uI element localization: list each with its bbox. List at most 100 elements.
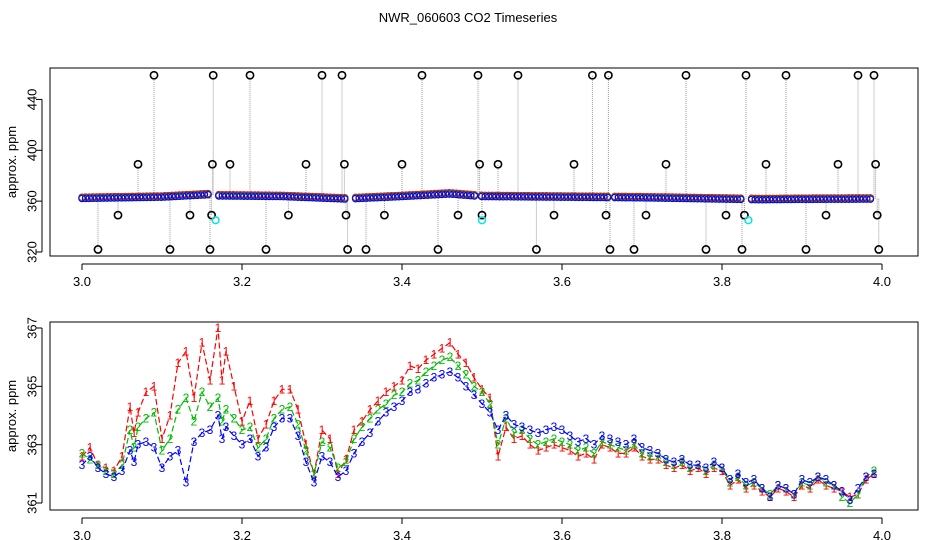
raw-point-3 — [603, 193, 612, 202]
series-1-point: 1 — [79, 449, 86, 463]
raw-point-3 — [567, 193, 576, 202]
series-1-point: 1 — [599, 438, 606, 452]
series-3-point: 3 — [343, 464, 350, 478]
series-1-point: 1 — [431, 347, 438, 361]
axes-bottom: 3.0 3.2 3.4 3.6 3.8 4.0 361 363 365 367 — [25, 317, 892, 540]
series-3-point: 3 — [695, 458, 702, 472]
raw-point-3 — [409, 192, 417, 200]
raw-point-3 — [639, 194, 648, 202]
series-3-point: 3 — [615, 435, 622, 449]
raw-point-3 — [114, 194, 122, 202]
raw-point-3 — [294, 193, 302, 201]
raw-point-3 — [222, 192, 230, 200]
series-3-point: 3 — [687, 458, 694, 472]
series-2-point: 2 — [631, 438, 638, 452]
raw-point-3 — [312, 194, 320, 202]
series-3-point: 3 — [295, 429, 302, 443]
raw-point-3 — [683, 194, 691, 203]
raw-point-3 — [395, 192, 403, 201]
series-2-point: 2 — [687, 461, 694, 475]
raw-point-3 — [848, 195, 857, 203]
series-1-point: 1 — [543, 441, 550, 455]
series-2-point: 2 — [663, 455, 670, 469]
flagged-point — [569, 159, 579, 169]
raw-point-3 — [531, 193, 540, 201]
series-1-point: 1 — [415, 362, 422, 376]
series-2-point: 2 — [167, 432, 174, 446]
raw-point-3 — [845, 195, 853, 203]
flagged-point — [681, 70, 691, 80]
flagged-point — [853, 70, 863, 80]
series-2-point: 2 — [527, 432, 534, 446]
series-3-point: 3 — [199, 426, 206, 440]
flagged-point — [869, 70, 879, 80]
series-3-point: 3 — [711, 455, 718, 469]
series-2-point: 2 — [567, 438, 574, 452]
flagged-point — [208, 70, 218, 80]
series-3-point: 3 — [471, 388, 478, 402]
series-1-point: 1 — [655, 452, 662, 466]
raw-point-3 — [481, 192, 489, 201]
series-2-point: 2 — [575, 444, 582, 458]
raw-point-3 — [715, 195, 723, 203]
raw-timeseries-marks — [78, 70, 884, 254]
flagged-point — [871, 159, 880, 169]
raw-point-3 — [535, 193, 543, 201]
series-3-point: 3 — [783, 481, 790, 495]
raw-point-3 — [445, 190, 453, 198]
x-tick-label: 3.6 — [553, 528, 571, 540]
series-2-point: 2 — [639, 446, 646, 460]
series-2-point: 2 — [199, 385, 206, 399]
series-2-point: 2 — [767, 487, 774, 501]
series-3-point: 3 — [751, 473, 758, 487]
flagged-point — [343, 245, 352, 254]
raw-point-3 — [233, 192, 241, 200]
series-2-point: 2 — [375, 403, 382, 417]
series-3-point: 3 — [591, 438, 598, 452]
raw-point-3 — [596, 193, 605, 202]
flagged-point — [740, 210, 749, 220]
raw-point-3 — [798, 195, 806, 204]
raw-point-3 — [132, 193, 140, 202]
series-3-point: 3 — [399, 394, 406, 408]
x-tick-label: 3.6 — [553, 274, 571, 289]
raw-point-3 — [557, 193, 565, 201]
raw-point-3 — [755, 195, 763, 204]
raw-point-3 — [701, 195, 709, 203]
series-3-point: 3 — [743, 476, 750, 490]
raw-point-3 — [852, 195, 860, 203]
series-2-point: 2 — [807, 479, 814, 493]
series-3-point: 3 — [103, 467, 110, 481]
flagged-point — [261, 245, 271, 254]
series-3-point: 3 — [623, 438, 630, 452]
series-3-point: 3 — [559, 423, 566, 437]
series-3-point: 3 — [279, 411, 286, 425]
flagged-point — [605, 245, 615, 254]
series-3-point: 3 — [191, 435, 198, 449]
raw-point-3 — [441, 190, 450, 199]
series-3-point: 3 — [159, 461, 166, 475]
series-3-point: 3 — [487, 406, 494, 420]
raw-point-3 — [402, 192, 410, 201]
raw-point-3 — [459, 191, 468, 199]
series-3-point: 3 — [183, 476, 190, 490]
series-2-point: 2 — [151, 406, 158, 420]
series-3-point: 3 — [143, 435, 150, 449]
series-3-point: 3 — [287, 411, 294, 425]
raw-point-3 — [452, 190, 461, 199]
raw-point-3 — [819, 195, 828, 204]
series-2-point: 2 — [103, 464, 110, 478]
series-3-point: 3 — [815, 470, 822, 484]
series-3-point: 3 — [407, 385, 414, 399]
series-2-point: 2 — [711, 458, 718, 472]
raw-point-3 — [578, 193, 587, 202]
raw-point-3 — [629, 194, 637, 202]
series-1-point: 1 — [119, 449, 126, 463]
raw-point-3 — [553, 193, 561, 201]
raw-point-3 — [816, 195, 824, 204]
series-3-point: 3 — [135, 438, 142, 452]
series-1-point: 1 — [815, 473, 822, 487]
series-2-point: 2 — [799, 476, 806, 490]
raw-point-3 — [153, 193, 162, 202]
series-1-point: 1 — [367, 403, 374, 417]
